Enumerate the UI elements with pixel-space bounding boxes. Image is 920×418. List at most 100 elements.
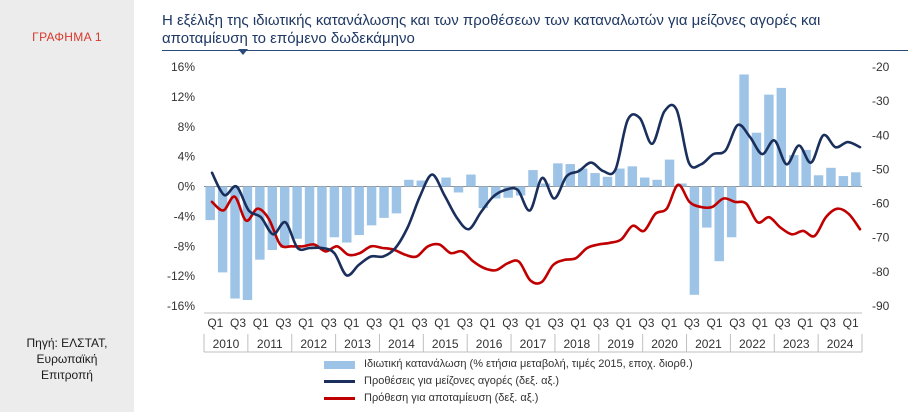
- year-tick-label: 2010: [213, 337, 240, 351]
- quarter-tick-label: Q1: [797, 316, 813, 330]
- quarter-tick-label: Q1: [343, 316, 359, 330]
- consumption-bar: [428, 186, 439, 187]
- legend: Ιδιωτική κατανάλωση (% ετήσια μεταβολή, …: [324, 356, 693, 407]
- quarter-tick-label: Q3: [412, 316, 428, 330]
- quarter-tick-label: Q1: [752, 316, 768, 330]
- legend-label: Ιδιωτική κατανάλωση (% ετήσια μεταβολή, …: [364, 358, 693, 370]
- consumption-bar: [404, 179, 414, 187]
- year-tick-label: 2024: [827, 337, 854, 351]
- year-tick-label: 2012: [300, 337, 327, 351]
- consumption-bar: [652, 179, 662, 187]
- quarter-tick-label: Q1: [389, 316, 405, 330]
- quarter-tick-label: Q1: [616, 316, 632, 330]
- chart-title-line: Η εξέλιξη της ιδιωτικής κατανάλωσης και …: [162, 12, 821, 29]
- side-panel: [0, 0, 134, 412]
- year-tick-label: 2017: [520, 337, 547, 351]
- consumption-bar: [503, 186, 513, 198]
- year-tick-label: 2018: [564, 337, 591, 351]
- right-axis-tick-label: -90: [872, 299, 890, 313]
- quarter-tick-label: Q1: [707, 316, 723, 330]
- quarter-tick-label: Q3: [321, 316, 337, 330]
- consumption-bar: [689, 186, 700, 295]
- consumption-bar: [627, 166, 638, 187]
- left-axis-tick-label: -16%: [167, 299, 195, 313]
- consumption-bar: [491, 186, 501, 199]
- axis-labels-group: 16% 12% 8% 4% 0% -4% -8% -12% -16% -20 -30 -40 -50 -6…: [167, 60, 890, 351]
- consumption-bar: [640, 177, 650, 187]
- consumption-bar: [776, 87, 787, 187]
- consumption-bar: [540, 183, 551, 187]
- quarter-tick-label: Q3: [275, 316, 291, 330]
- title-underline: [162, 50, 908, 51]
- source-line: Επιτροπή: [41, 368, 93, 382]
- consumption-bar: [304, 186, 315, 247]
- consumption-bar: [441, 177, 451, 187]
- consumption-bar: [366, 186, 377, 226]
- quarter-tick-label: Q3: [457, 316, 473, 330]
- consumption-bar: [565, 164, 575, 187]
- consumption-bar: [726, 186, 737, 238]
- consumption-bar: [615, 168, 625, 187]
- consumption-bar: [714, 186, 724, 262]
- year-tick-label: 2013: [344, 337, 371, 351]
- consumption-bar: [217, 186, 228, 273]
- right-axis-tick-label: -70: [872, 231, 890, 245]
- chart-title-line: αποταμίευση το επόμενο δωδεκάμηνο: [162, 30, 415, 47]
- consumption-bar: [664, 159, 675, 187]
- year-tick-label: 2014: [388, 337, 415, 351]
- consumption-bar: [255, 186, 265, 260]
- quarter-tick-label: Q1: [434, 316, 450, 330]
- quarter-tick-label: Q1: [570, 316, 586, 330]
- lines-group: [210, 103, 862, 285]
- consumption-bar: [416, 180, 426, 187]
- consumption-bar: [205, 186, 215, 221]
- left-axis-tick-label: -12%: [167, 269, 195, 283]
- consumption-bar: [329, 186, 340, 238]
- consumption-bar: [764, 94, 774, 187]
- quarter-tick-label: Q3: [820, 316, 836, 330]
- quarter-tick-label: Q3: [366, 316, 382, 330]
- consumption-bar: [801, 149, 811, 187]
- year-tick-label: 2023: [783, 337, 810, 351]
- quarter-tick-label: Q1: [480, 316, 496, 330]
- consumption-bar: [553, 163, 563, 187]
- chart-title: Η εξέλιξη της ιδιωτικής κατανάλωσης και …: [162, 12, 902, 48]
- quarter-tick-label: Q3: [729, 316, 745, 330]
- right-axis-tick-label: -40: [872, 128, 890, 142]
- quarter-tick-label: Q3: [638, 316, 654, 330]
- consumption-bar: [751, 132, 762, 187]
- year-tick-label: 2021: [695, 337, 722, 351]
- quarter-tick-label: Q1: [661, 316, 677, 330]
- title-underline-pointer: [238, 49, 248, 55]
- legend-item-purchases: Προθέσεις για μείζονες αγορές (δεξ. αξ.): [324, 373, 693, 390]
- right-axis-tick-label: -50: [872, 162, 890, 176]
- consumption-bar: [279, 186, 290, 248]
- consumption-bar: [292, 186, 302, 239]
- consumption-bar: [342, 186, 352, 243]
- purchases-line: [210, 103, 862, 277]
- consumption-bar: [851, 172, 861, 187]
- bars-group: [205, 74, 861, 301]
- quarter-tick-label: Q3: [593, 316, 609, 330]
- consumption-bar: [602, 176, 613, 187]
- consumption-bar: [267, 186, 278, 250]
- quarter-tick-label: Q1: [207, 316, 223, 330]
- source-line: Ευρωπαϊκή: [36, 352, 98, 366]
- consumption-bar: [788, 155, 799, 187]
- left-axis-tick-label: 4%: [178, 150, 196, 164]
- quarter-tick-label: Q1: [298, 316, 314, 330]
- consumption-bar: [354, 186, 364, 236]
- consumption-bar: [577, 168, 588, 187]
- right-axis-tick-label: -80: [872, 265, 890, 279]
- right-axis-tick-label: -60: [872, 197, 890, 211]
- left-axis-tick-label: 8%: [178, 120, 196, 134]
- legend-label: Πρόθεση για αποταμίευση (δεξ. αξ.): [364, 392, 539, 404]
- consumption-bar: [379, 186, 389, 218]
- quarter-tick-label: Q3: [775, 316, 791, 330]
- legend-swatch-line: [324, 380, 355, 383]
- consumption-bar: [453, 186, 464, 193]
- consumption-bar: [242, 186, 253, 301]
- source-note: Πηγή: ΕΛΣΤΑΤ, Ευρωπαϊκή Επιτροπή: [0, 335, 134, 383]
- left-axis-tick-label: 12%: [171, 90, 195, 104]
